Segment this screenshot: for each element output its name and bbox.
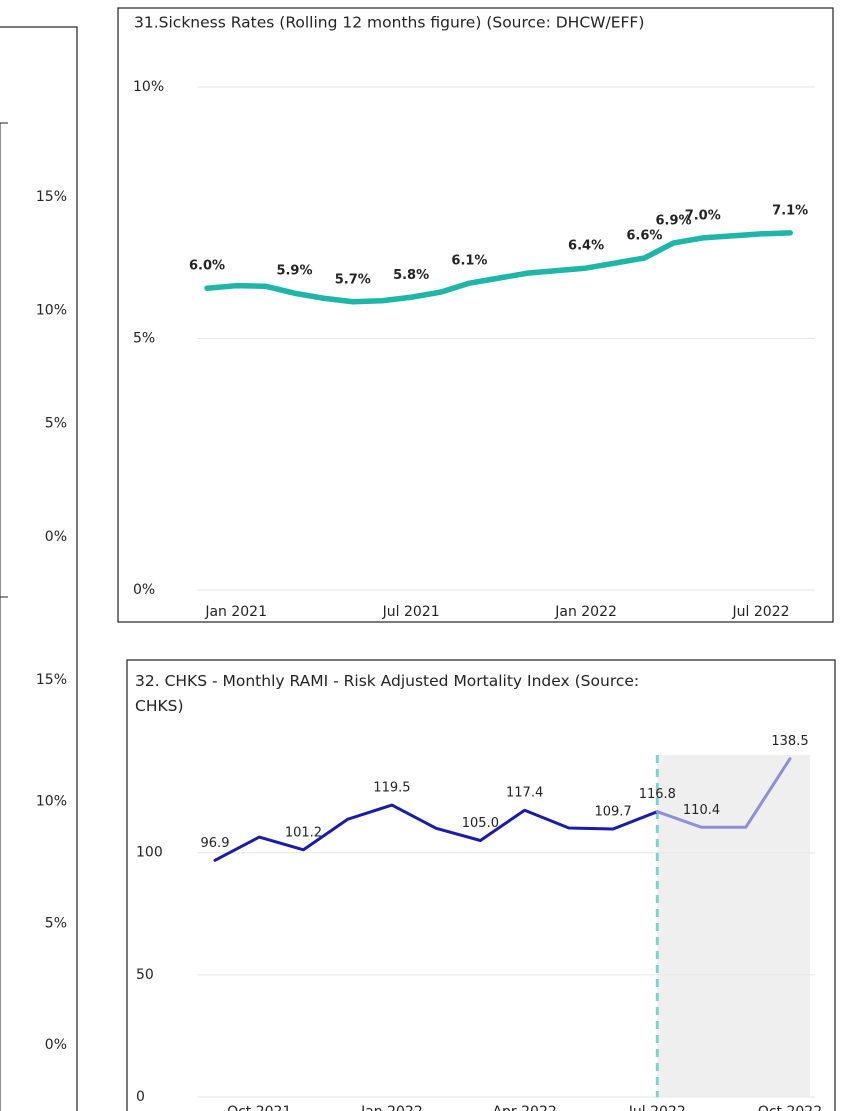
line: [213, 803, 659, 862]
chart-title: 31.Sickness Rates (Rolling 12 months fig…: [134, 14, 644, 32]
y-tick-label: 15%: [36, 189, 67, 205]
data-label: 138.5: [771, 734, 808, 749]
y-tick-label: 5%: [133, 331, 155, 347]
left-panel: [0, 26, 78, 1111]
chart-frame: [117, 7, 834, 623]
data-label: 119.5: [373, 781, 410, 796]
data-label: 96.9: [201, 836, 230, 851]
line: [655, 757, 792, 829]
data-label: 6.4%: [568, 239, 604, 254]
x-tick-label: Oct 2022: [758, 1104, 822, 1111]
data-label: 7.0%: [685, 208, 721, 223]
y-tick-label: 10%: [36, 302, 67, 318]
y-tick-label: 5%: [45, 915, 67, 931]
y-tick-label: 100: [136, 845, 163, 861]
x-tick-label: Jul 2022: [732, 604, 790, 620]
chart-frame: [126, 659, 836, 1111]
y-tick-label: 15%: [36, 672, 67, 688]
y-tick-label: 5%: [45, 416, 67, 432]
y-tick-label: 0%: [45, 529, 67, 545]
forecast-region: [657, 755, 810, 1097]
x-tick-label: Jul 2021: [382, 604, 440, 620]
y-tick-label: 50: [136, 967, 154, 983]
data-label: 110.4: [683, 803, 720, 818]
data-label: 105.0: [462, 816, 499, 831]
x-tick-label: Apr 2022: [492, 1104, 556, 1111]
title-line: 32. CHKS - Monthly RAMI - Risk Adjusted …: [135, 672, 639, 690]
line: [204, 230, 793, 305]
data-label: 109.7: [594, 805, 631, 820]
data-label: 116.8: [639, 787, 676, 802]
y-tick-label: 0%: [133, 582, 155, 598]
x-tick-label: Jan 2022: [360, 1104, 423, 1111]
data-label: 5.9%: [276, 264, 312, 279]
x-tick-label: Jul 2022: [628, 1104, 686, 1111]
chart-title: 32. CHKS - Monthly RAMI - Risk Adjusted …: [135, 672, 639, 715]
x-tick-label: Oct 2021: [227, 1104, 291, 1111]
data-label: 5.7%: [335, 272, 371, 287]
data-label: 6.6%: [626, 229, 662, 244]
data-label: 6.9%: [656, 213, 692, 228]
y-tick-label: 0: [136, 1089, 145, 1105]
data-label: 117.4: [506, 786, 543, 801]
data-label: 101.2: [285, 825, 322, 840]
data-label: 6.0%: [189, 259, 225, 274]
data-label: 7.1%: [772, 203, 808, 218]
data-label: 6.1%: [451, 254, 487, 269]
title-line: CHKS): [135, 697, 184, 715]
y-tick-label: 0%: [45, 1037, 67, 1053]
x-tick-label: Jan 2022: [554, 604, 617, 620]
chart-title-text: 32. CHKS - Monthly RAMI - Risk Adjusted …: [135, 672, 639, 715]
y-tick-label: 10%: [133, 79, 164, 95]
y-tick-label: 10%: [36, 794, 67, 810]
data-label: 5.8%: [393, 268, 429, 283]
x-tick-label: Jan 2021: [204, 604, 267, 620]
